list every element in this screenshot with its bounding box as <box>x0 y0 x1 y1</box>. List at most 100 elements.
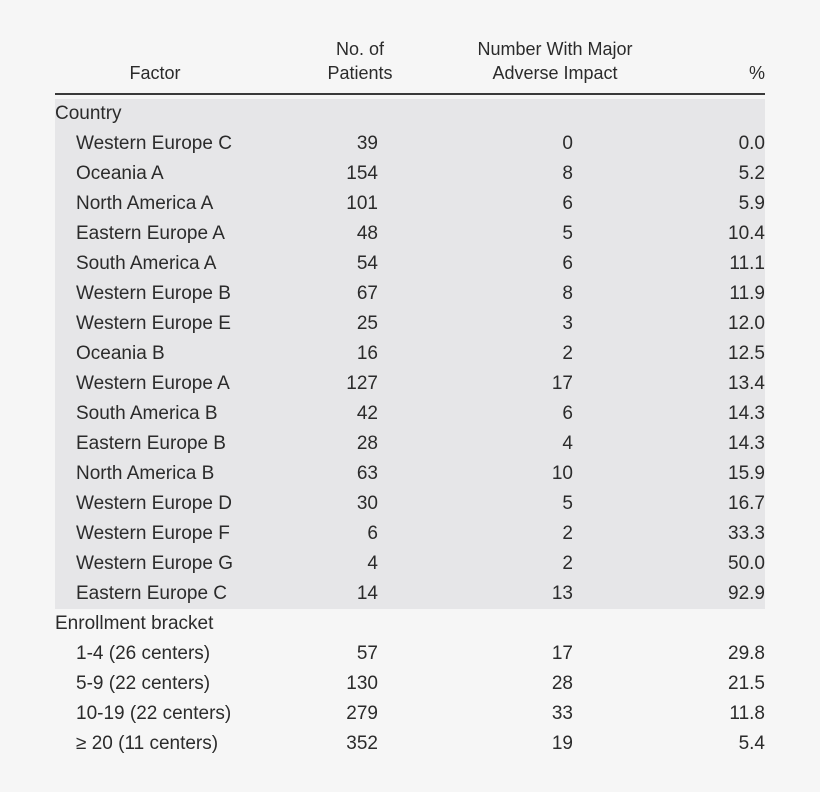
cell-adverse-impact: 17 <box>551 373 573 394</box>
table-row: 5-9 (22 centers) 130 28 21.5 <box>55 669 765 699</box>
cell-adverse-impact: 5 <box>562 493 573 514</box>
cell-factor: Eastern Europe B <box>76 433 226 454</box>
cell-factor: Western Europe E <box>76 313 231 334</box>
header-adverse-line1: Number With Major <box>477 39 633 59</box>
cell-percent: 16.7 <box>728 493 765 514</box>
cell-patients: 63 <box>356 463 378 484</box>
adverse-impact-table: Factor No. of Patients Number With Major… <box>55 36 765 759</box>
header-adverse: Number With Major Adverse Impact <box>445 37 665 85</box>
cell-percent: 11.1 <box>729 253 765 274</box>
section-header-row: Enrollment bracket <box>55 609 765 639</box>
table-row: North America B 63 10 15.9 <box>55 459 765 489</box>
cell-factor: Western Europe F <box>76 523 230 544</box>
cell-patients: 16 <box>356 343 378 364</box>
table-row: Western Europe B 67 8 11.9 <box>55 279 765 309</box>
cell-adverse-impact: 13 <box>551 583 573 604</box>
cell-adverse-impact: 8 <box>562 163 573 184</box>
cell-factor: 1-4 (26 centers) <box>76 643 211 664</box>
cell-percent: 14.3 <box>728 403 765 424</box>
cell-factor: North America A <box>76 193 214 214</box>
table-row: Oceania A 154 8 5.2 <box>55 159 765 189</box>
cell-adverse-impact: 6 <box>562 253 573 274</box>
cell-percent: 12.5 <box>728 343 765 364</box>
cell-factor: North America B <box>76 463 215 484</box>
cell-percent: 15.9 <box>728 463 765 484</box>
table-row: Western Europe E 25 3 12.0 <box>55 309 765 339</box>
cell-factor: Western Europe A <box>76 373 230 394</box>
cell-factor: Oceania B <box>76 343 165 364</box>
cell-adverse-impact: 8 <box>562 283 573 304</box>
section-title: Country <box>55 103 122 124</box>
cell-percent: 14.3 <box>728 433 765 454</box>
cell-adverse-impact: 19 <box>551 733 573 754</box>
cell-factor: Oceania A <box>76 163 164 184</box>
cell-percent: 10.4 <box>728 223 765 244</box>
cell-patients: 42 <box>356 403 378 424</box>
cell-patients: 54 <box>356 253 378 274</box>
table-body: Country Western Europe C 39 0 0.0 Oceania A 15… <box>55 99 765 759</box>
header-factor-label: Factor <box>129 63 181 83</box>
cell-percent: 5.9 <box>738 193 765 214</box>
cell-factor: ≥ 20 (11 centers) <box>76 733 219 754</box>
section-title: Enrollment bracket <box>55 613 214 634</box>
cell-factor: 5-9 (22 centers) <box>76 673 211 694</box>
table-row: ≥ 20 (11 centers) 352 19 5.4 <box>55 729 765 759</box>
cell-percent: 29.8 <box>728 643 765 664</box>
cell-patients: 28 <box>356 433 378 454</box>
cell-percent: 33.3 <box>728 523 765 544</box>
cell-percent: 11.8 <box>729 703 765 724</box>
table-row: 1-4 (26 centers) 57 17 29.8 <box>55 639 765 669</box>
table-row: Eastern Europe A 48 5 10.4 <box>55 219 765 249</box>
cell-adverse-impact: 0 <box>562 133 573 154</box>
header-patients-line1: No. of <box>335 39 385 59</box>
cell-factor: Western Europe B <box>76 283 231 304</box>
header-patients-line2: Patients <box>327 63 393 83</box>
table-section: Country Western Europe C 39 0 0.0 Oceania A 15… <box>55 99 765 609</box>
cell-percent: 0.0 <box>738 133 765 154</box>
cell-factor: Western Europe G <box>76 553 234 574</box>
table-row: South America A 54 6 11.1 <box>55 249 765 279</box>
cell-adverse-impact: 17 <box>551 643 573 664</box>
cell-percent: 21.5 <box>728 673 765 694</box>
table-section: Enrollment bracket 1-4 (26 centers) 57 17 29… <box>55 609 765 759</box>
cell-adverse-impact: 28 <box>551 673 573 694</box>
cell-percent: 50.0 <box>728 553 765 574</box>
cell-percent: 92.9 <box>728 583 765 604</box>
cell-patients: 127 <box>346 373 378 394</box>
cell-adverse-impact: 5 <box>562 223 573 244</box>
cell-factor: Western Europe C <box>76 133 232 154</box>
table-row: Western Europe G 4 2 50.0 <box>55 549 765 579</box>
cell-adverse-impact: 33 <box>551 703 573 724</box>
cell-adverse-impact: 2 <box>562 523 573 544</box>
cell-factor: Eastern Europe A <box>76 223 225 244</box>
cell-patients: 57 <box>356 643 378 664</box>
cell-patients: 48 <box>356 223 378 244</box>
table-row: Western Europe D 30 5 16.7 <box>55 489 765 519</box>
cell-patients: 67 <box>356 283 378 304</box>
cell-patients: 352 <box>346 733 378 754</box>
cell-percent: 11.9 <box>729 283 765 304</box>
cell-factor: South America A <box>76 253 217 274</box>
cell-patients: 30 <box>356 493 378 514</box>
cell-patients: 39 <box>356 133 378 154</box>
cell-adverse-impact: 3 <box>562 313 573 334</box>
cell-adverse-impact: 6 <box>562 193 573 214</box>
cell-adverse-impact: 2 <box>562 553 573 574</box>
cell-patients: 6 <box>367 523 378 544</box>
table-row: Western Europe A 127 17 13.4 <box>55 369 765 399</box>
table-row: South America B 42 6 14.3 <box>55 399 765 429</box>
table-header: Factor No. of Patients Number With Major… <box>55 36 765 95</box>
table-row: North America A 101 6 5.9 <box>55 189 765 219</box>
cell-patients: 279 <box>346 703 378 724</box>
cell-factor: 10-19 (22 centers) <box>76 703 232 724</box>
cell-factor: Eastern Europe C <box>76 583 228 604</box>
cell-patients: 154 <box>346 163 378 184</box>
cell-percent: 13.4 <box>728 373 765 394</box>
cell-patients: 101 <box>346 193 378 214</box>
table-row: Eastern Europe C 14 13 92.9 <box>55 579 765 609</box>
table-row: Western Europe F 6 2 33.3 <box>55 519 765 549</box>
cell-adverse-impact: 4 <box>562 433 573 454</box>
header-percent-label: % <box>748 63 765 83</box>
table-row: 10-19 (22 centers) 279 33 11.8 <box>55 699 765 729</box>
cell-adverse-impact: 10 <box>551 463 573 484</box>
